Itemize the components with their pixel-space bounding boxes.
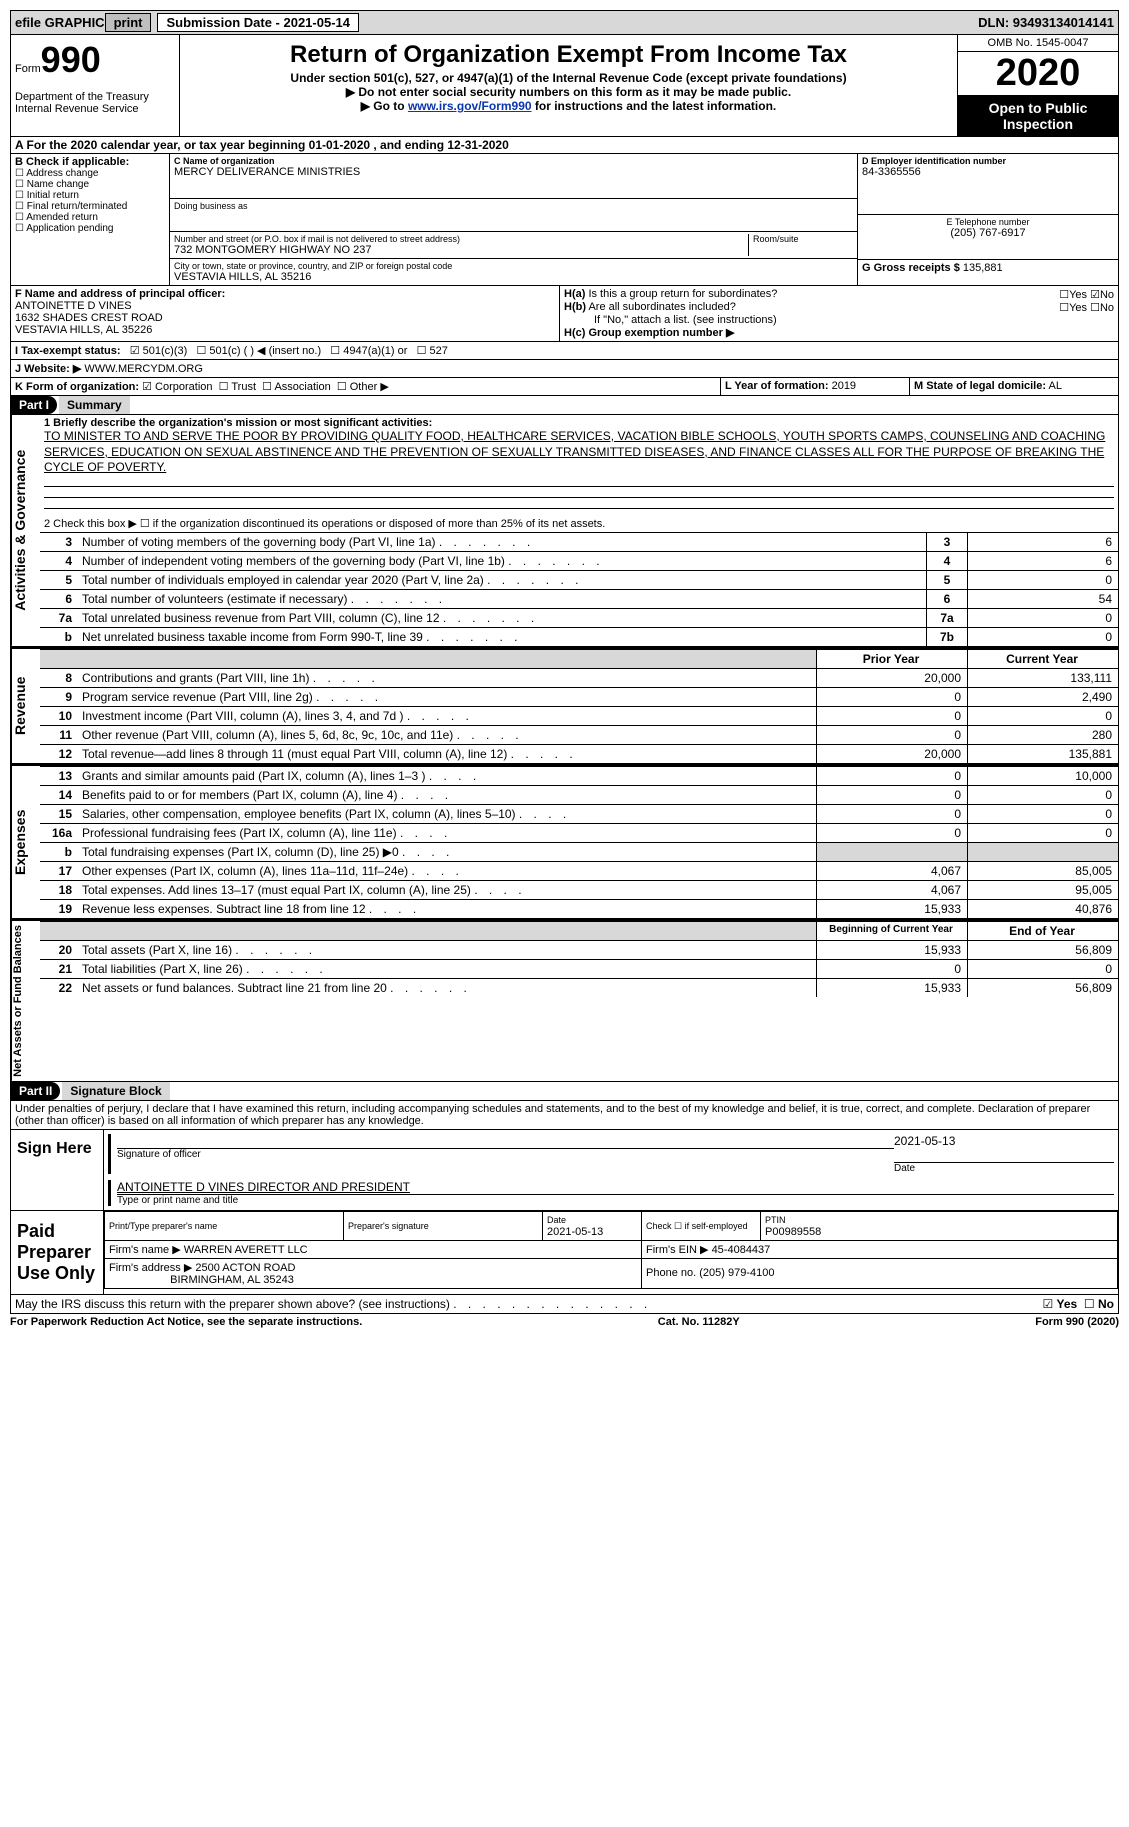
checkbox-application-pending[interactable]: ☐ Application pending (15, 223, 165, 234)
firm-name: WARREN AVERETT LLC (184, 1244, 308, 1256)
signer-name: ANTOINETTE D VINES DIRECTOR AND PRESIDEN… (117, 1180, 1114, 1194)
checkbox-final-return-terminated[interactable]: ☐ Final return/terminated (15, 201, 165, 212)
org-name: MERCY DELIVERANCE MINISTRIES (174, 166, 853, 178)
part-1-title: Summary (59, 396, 130, 414)
preparer-block: Paid Preparer Use Only Print/Type prepar… (10, 1211, 1119, 1295)
hc-label: H(c) Group exemption number ▶ (564, 327, 734, 339)
vert-expenses: Expenses (11, 766, 40, 918)
l2-text: 2 Check this box ▶ ☐ if the organization… (40, 515, 1118, 532)
irs-link[interactable]: www.irs.gov/Form990 (408, 99, 532, 113)
footer: For Paperwork Reduction Act Notice, see … (10, 1314, 1119, 1330)
form-header: Form990 Department of the Treasury Inter… (10, 35, 1119, 137)
cat-no: Cat. No. 11282Y (658, 1316, 740, 1328)
f-label: F Name and address of principal officer: (15, 288, 225, 300)
website-value: WWW.MERCYDM.ORG (84, 363, 203, 375)
top-bar: efile GRAPHIC print Submission Date - 20… (10, 10, 1119, 35)
city-state-zip: VESTAVIA HILLS, AL 35216 (174, 271, 853, 283)
identity-block: B Check if applicable: ☐ Address change☐… (10, 154, 1119, 286)
checkbox-amended-return[interactable]: ☐ Amended return (15, 212, 165, 223)
ein-label: D Employer identification number (862, 156, 1006, 166)
officer-block: F Name and address of principal officer:… (10, 286, 1119, 342)
firm-ein: 45-4084437 (712, 1244, 771, 1256)
instr-2: ▶ Go to www.irs.gov/Form990 for instruct… (184, 99, 953, 113)
discuss-row: May the IRS discuss this return with the… (10, 1295, 1119, 1314)
telephone: (205) 767-6917 (862, 227, 1114, 239)
form-prefix: Form (15, 63, 41, 75)
checkbox-name-change[interactable]: ☐ Name change (15, 179, 165, 190)
dba-label: Doing business as (174, 201, 853, 211)
firm-phone: (205) 979-4100 (699, 1267, 774, 1279)
sign-date: 2021-05-13 (894, 1134, 1114, 1148)
section-b: B Check if applicable: ☐ Address change☐… (11, 154, 170, 285)
period-row: A For the 2020 calendar year, or tax yea… (10, 137, 1119, 154)
tax-year: 2020 (958, 52, 1118, 96)
state-domicile: AL (1048, 380, 1061, 392)
declaration: Under penalties of perjury, I declare th… (10, 1101, 1119, 1130)
dln: DLN: 93493134014141 (978, 15, 1114, 30)
expenses-table: 13Grants and similar amounts paid (Part … (40, 766, 1118, 918)
vert-revenue: Revenue (11, 649, 40, 763)
website-label: J Website: ▶ (15, 363, 81, 375)
efile-label: efile GRAPHIC (15, 15, 105, 30)
instr-1: ▶ Do not enter social security numbers o… (184, 85, 953, 99)
omb-number: OMB No. 1545-0047 (958, 35, 1118, 52)
open-to-public: Open to Public Inspection (958, 96, 1118, 136)
ptin: P00989558 (765, 1226, 821, 1238)
submission-date: Submission Date - 2021-05-14 (157, 13, 359, 32)
part-2-title: Signature Block (62, 1082, 169, 1100)
vert-governance: Activities & Governance (11, 415, 40, 646)
sign-block: Sign Here Signature of officer 2021-05-1… (10, 1130, 1119, 1211)
l1-label: 1 Briefly describe the organization's mi… (44, 417, 432, 429)
checkbox-address-change[interactable]: ☐ Address change (15, 168, 165, 179)
vert-balances: Net Assets or Fund Balances (11, 921, 40, 1081)
part-2-header: Part II (11, 1082, 60, 1100)
status-label: I Tax-exempt status: (15, 345, 121, 357)
officer-city: VESTAVIA HILLS, AL 35226 (15, 324, 555, 336)
officer-name: ANTOINETTE D VINES (15, 300, 555, 312)
year-formation: 2019 (832, 380, 856, 392)
governance-table: 3Number of voting members of the governi… (40, 532, 1118, 646)
form-subtitle: Under section 501(c), 527, or 4947(a)(1)… (184, 71, 953, 85)
revenue-table: Prior YearCurrent Year8Contributions and… (40, 649, 1118, 763)
form-number: 990 (41, 39, 101, 80)
checkbox-initial-return[interactable]: ☐ Initial return (15, 190, 165, 201)
department: Department of the Treasury Internal Reve… (15, 91, 175, 115)
form-title: Return of Organization Exempt From Incom… (184, 41, 953, 69)
firm-addr1: 2500 ACTON ROAD (195, 1262, 295, 1274)
c-label: C Name of organization (174, 156, 275, 166)
street-address: 732 MONTGOMERY HIGHWAY NO 237 (174, 244, 748, 256)
gross-receipts: 135,881 (963, 262, 1003, 274)
part-1-header: Part I (11, 396, 57, 414)
balances-table: Beginning of Current YearEnd of Year20To… (40, 921, 1118, 997)
print-button[interactable]: print (105, 13, 152, 32)
mission-text: TO MINISTER TO AND SERVE THE POOR BY PRO… (44, 429, 1105, 474)
officer-street: 1632 SHADES CREST ROAD (15, 312, 555, 324)
prep-date: 2021-05-13 (547, 1226, 603, 1238)
ein: 84-3365556 (862, 166, 1114, 178)
firm-addr2: BIRMINGHAM, AL 35243 (170, 1274, 294, 1286)
